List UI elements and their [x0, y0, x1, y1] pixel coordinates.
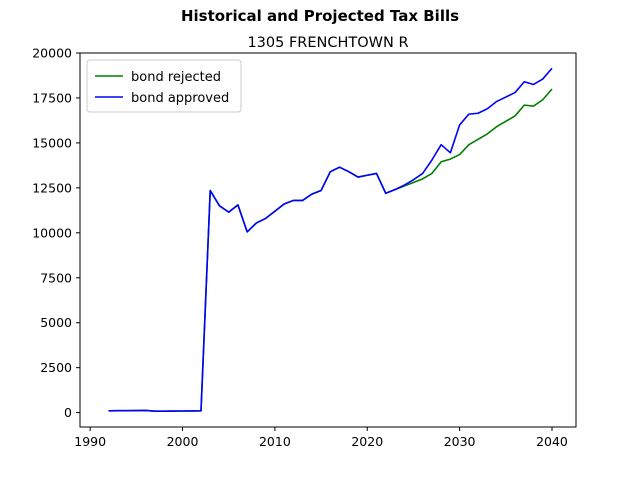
legend: bond rejected bond approved — [86, 59, 242, 113]
y-tick-label: 7500 — [40, 270, 72, 285]
y-tick-label: 0 — [64, 405, 72, 420]
x-tick-label: 1990 — [74, 434, 106, 449]
x-tick-label: 2030 — [444, 434, 476, 449]
y-tick-label: 17500 — [32, 90, 72, 105]
y-tick-label: 15000 — [32, 135, 72, 150]
x-tick-label: 2040 — [536, 434, 568, 449]
chart-title: 1305 FRENCHTOWN R — [247, 35, 409, 51]
series-line-bond-rejected — [108, 88, 553, 412]
x-tick-label: 2010 — [259, 434, 291, 449]
x-tick-label: 2020 — [351, 434, 383, 449]
figure-title: Historical and Projected Tax Bills — [180, 7, 460, 25]
legend-label-bond-approved: bond approved — [131, 91, 229, 106]
lines-layer — [108, 67, 553, 412]
plot-frame — [79, 52, 577, 428]
y-tick-label: 2500 — [40, 360, 72, 375]
y-tick-label: 12500 — [32, 180, 72, 195]
y-tick-label: 20000 — [32, 46, 72, 61]
legend-label-bond-rejected: bond rejected — [131, 70, 221, 85]
series-line-bond-approved — [108, 67, 553, 412]
legend-box — [86, 59, 242, 113]
ticks-layer: 1990 2000 2010 2020 2030 2040 0 2500 5000 7500 100… — [32, 46, 568, 450]
y-tick-label: 10000 — [32, 225, 72, 240]
y-tick-label: 5000 — [40, 315, 72, 330]
x-tick-label: 2000 — [167, 434, 199, 449]
